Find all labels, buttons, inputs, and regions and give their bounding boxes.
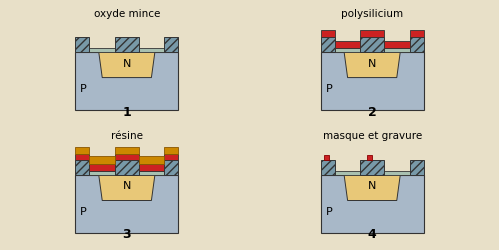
Bar — [367, 155, 372, 160]
Bar — [89, 164, 115, 171]
Bar — [139, 156, 164, 164]
Bar — [360, 37, 384, 52]
Bar — [75, 160, 89, 175]
Bar — [139, 164, 164, 171]
Text: 3: 3 — [123, 228, 131, 241]
Bar — [75, 147, 89, 154]
Bar — [360, 30, 384, 37]
Bar — [89, 156, 115, 164]
Text: P: P — [80, 207, 87, 217]
Text: N: N — [123, 182, 131, 192]
Bar — [164, 147, 178, 154]
Bar — [321, 48, 424, 52]
Text: masque et gravure: masque et gravure — [322, 132, 422, 141]
Bar — [75, 52, 178, 110]
Bar — [321, 160, 335, 175]
Polygon shape — [344, 52, 400, 78]
Polygon shape — [344, 175, 400, 201]
Bar — [410, 30, 424, 37]
Bar — [321, 52, 424, 110]
Bar — [115, 37, 139, 52]
Bar — [164, 160, 178, 175]
Bar — [115, 160, 139, 175]
Text: 4: 4 — [368, 228, 377, 241]
Bar — [75, 171, 178, 175]
Text: polysilicium: polysilicium — [341, 8, 403, 18]
Text: 1: 1 — [122, 106, 131, 118]
Bar — [410, 160, 424, 175]
Bar — [384, 41, 410, 48]
Text: P: P — [80, 84, 87, 94]
Bar — [324, 155, 329, 160]
Text: résine: résine — [111, 132, 143, 141]
Polygon shape — [99, 175, 155, 201]
Bar — [321, 171, 424, 175]
Text: P: P — [325, 84, 332, 94]
Bar — [115, 147, 139, 154]
Text: P: P — [325, 207, 332, 217]
Bar — [164, 37, 178, 52]
Text: N: N — [123, 58, 131, 68]
Bar — [321, 30, 335, 37]
Polygon shape — [99, 52, 155, 78]
Bar — [75, 48, 178, 52]
Bar — [75, 37, 89, 52]
Bar — [75, 175, 178, 233]
Text: oxyde mince: oxyde mince — [94, 8, 160, 18]
Bar — [335, 41, 360, 48]
Bar — [321, 37, 335, 52]
Bar — [360, 160, 384, 175]
Bar — [164, 154, 178, 160]
Bar — [410, 37, 424, 52]
Bar — [321, 175, 424, 233]
Bar — [115, 154, 139, 160]
Text: 2: 2 — [368, 106, 377, 118]
Text: N: N — [368, 58, 376, 68]
Text: N: N — [368, 182, 376, 192]
Bar — [75, 154, 89, 160]
